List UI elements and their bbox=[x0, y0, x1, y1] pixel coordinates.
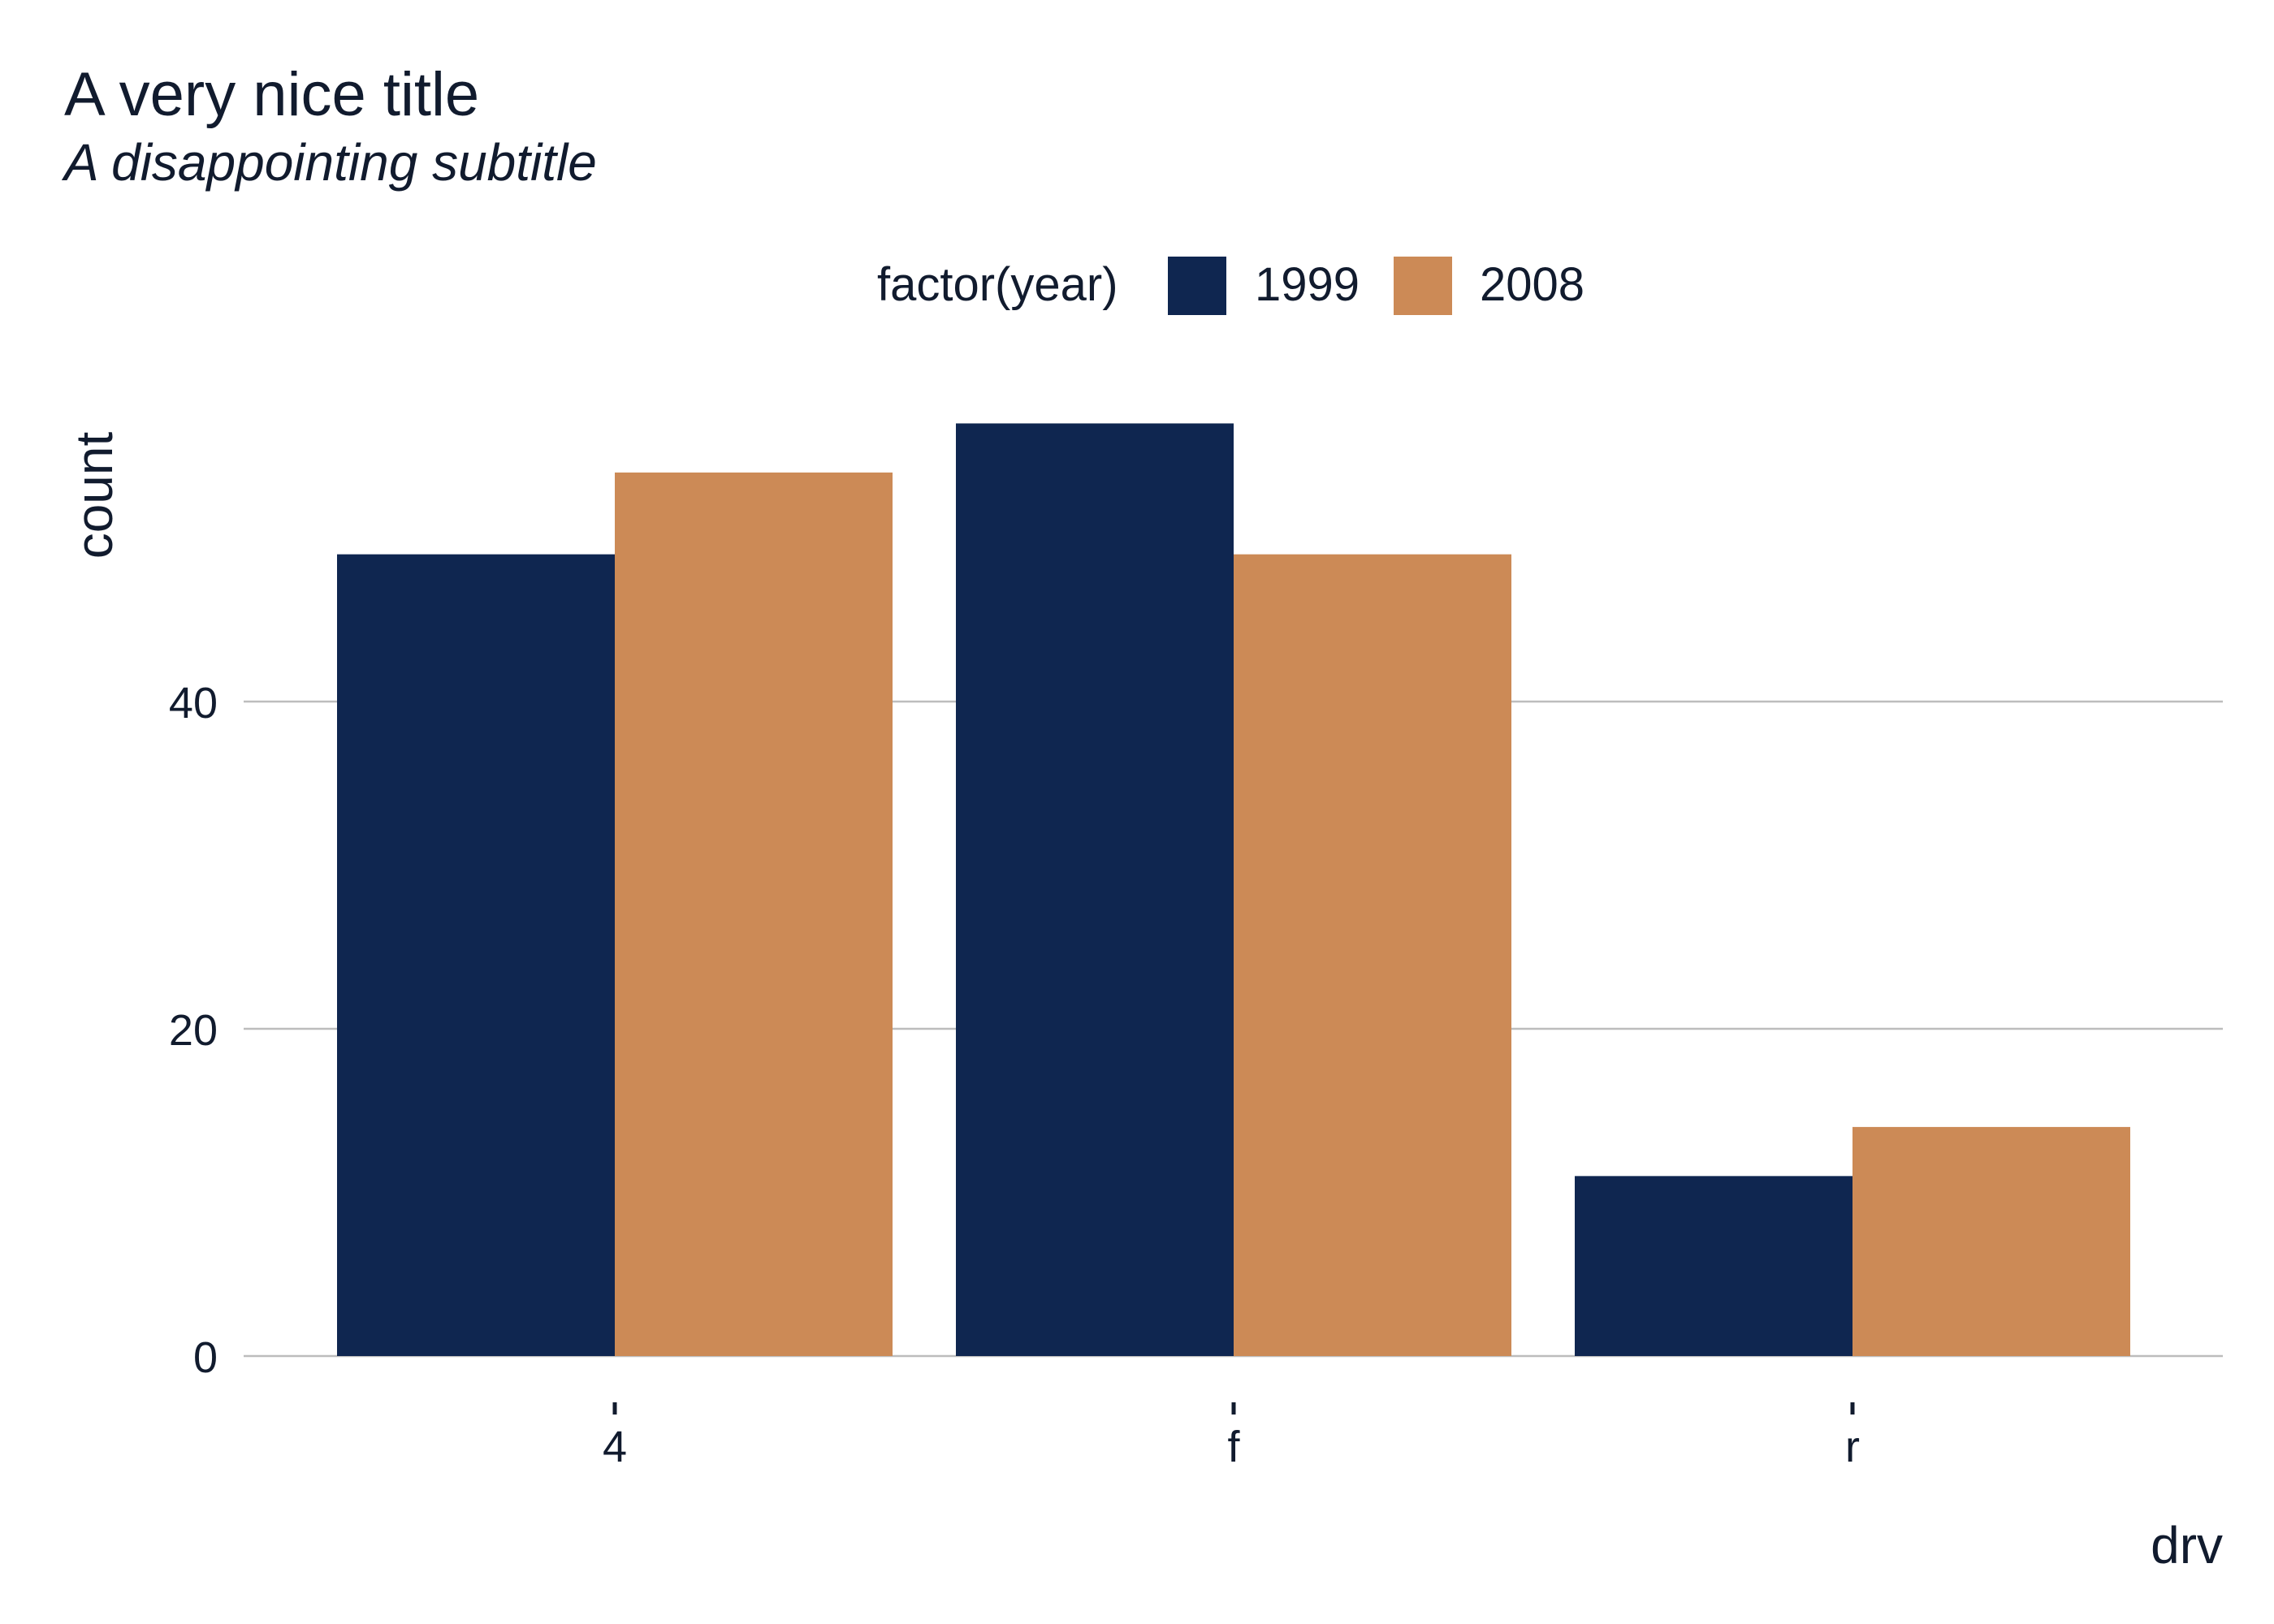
x-tick-label-r: r bbox=[1845, 1423, 1860, 1471]
x-tick-label-f: f bbox=[1227, 1423, 1240, 1471]
y-axis-label: count bbox=[65, 432, 123, 559]
bars bbox=[337, 423, 2130, 1357]
bar-f-2008 bbox=[1234, 554, 1511, 1356]
x-axis-ticks: 4 f r bbox=[603, 1402, 1860, 1471]
legend-key-1999 bbox=[1168, 257, 1226, 315]
y-axis-ticks: 0 20 40 bbox=[169, 679, 218, 1382]
bar-r-1999 bbox=[1575, 1176, 1852, 1356]
legend-label-1999: 1999 bbox=[1255, 258, 1360, 311]
y-tick-label-40: 40 bbox=[169, 679, 218, 728]
legend: factor(year) 1999 2008 bbox=[877, 257, 1584, 315]
chart-subtitle: A disappointing subtitle bbox=[64, 133, 597, 192]
bar-4-1999 bbox=[337, 554, 615, 1356]
bar-f-1999 bbox=[956, 423, 1234, 1357]
chart-title: A very nice title bbox=[64, 60, 480, 129]
legend-label-2008: 2008 bbox=[1480, 258, 1584, 311]
x-tick-label-4: 4 bbox=[603, 1423, 627, 1471]
x-axis-label: drv bbox=[2151, 1516, 2223, 1574]
legend-key-2008 bbox=[1394, 257, 1452, 315]
legend-title: factor(year) bbox=[877, 258, 1118, 311]
bar-r-2008 bbox=[1852, 1126, 2130, 1356]
bar-4-2008 bbox=[615, 472, 893, 1356]
y-tick-label-0: 0 bbox=[193, 1333, 218, 1382]
y-tick-label-20: 20 bbox=[169, 1006, 218, 1055]
